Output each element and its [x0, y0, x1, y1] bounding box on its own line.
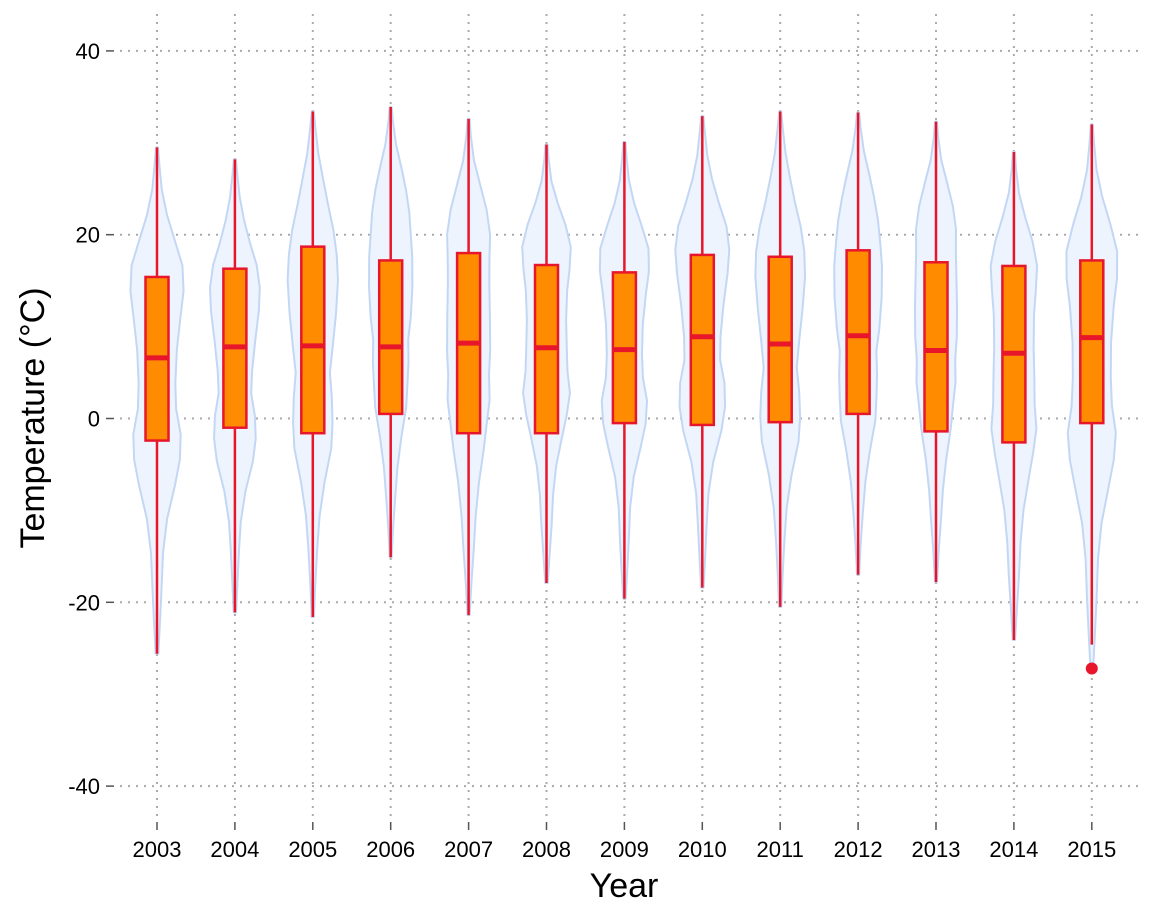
x-tick-label: 2013	[912, 837, 961, 862]
x-tick-label: 2003	[133, 837, 182, 862]
box-2006	[377, 259, 404, 416]
box-2010	[689, 253, 716, 427]
box-2015	[1079, 259, 1105, 425]
x-tick-label: 2009	[600, 837, 649, 862]
x-tick-label: 2015	[1067, 837, 1116, 862]
x-tick-label: 2010	[678, 837, 727, 862]
axis-layer: -40 -20 0 20 40 2003 2004 2005 2006 2007 2008 2009 2…	[68, 39, 1116, 862]
box-2012	[845, 249, 871, 416]
box-2013	[923, 261, 949, 433]
x-tick-label: 2014	[989, 837, 1038, 862]
y-tick-label: -40	[68, 774, 100, 799]
x-axis-title: Year	[590, 867, 659, 905]
x-tick-label: 2006	[366, 837, 415, 862]
y-axis-title: Temperature (°C)	[14, 287, 52, 548]
outlier-2015	[1085, 662, 1098, 675]
y-tick-label: 40	[76, 39, 100, 64]
x-tick-label: 2008	[522, 837, 571, 862]
x-tick-label: 2011	[757, 837, 804, 862]
x-tick-label: 2004	[210, 837, 259, 862]
y-tick-label: 0	[88, 407, 100, 432]
x-tick-label: 2007	[444, 837, 493, 862]
y-tick-label: 20	[76, 223, 100, 248]
box-layer	[144, 106, 1105, 675]
x-tick-label: 2005	[288, 837, 337, 862]
box-2011	[767, 255, 793, 424]
x-tick-label: 2012	[834, 837, 883, 862]
y-tick-label: -20	[68, 590, 100, 615]
box-2005	[300, 245, 326, 435]
